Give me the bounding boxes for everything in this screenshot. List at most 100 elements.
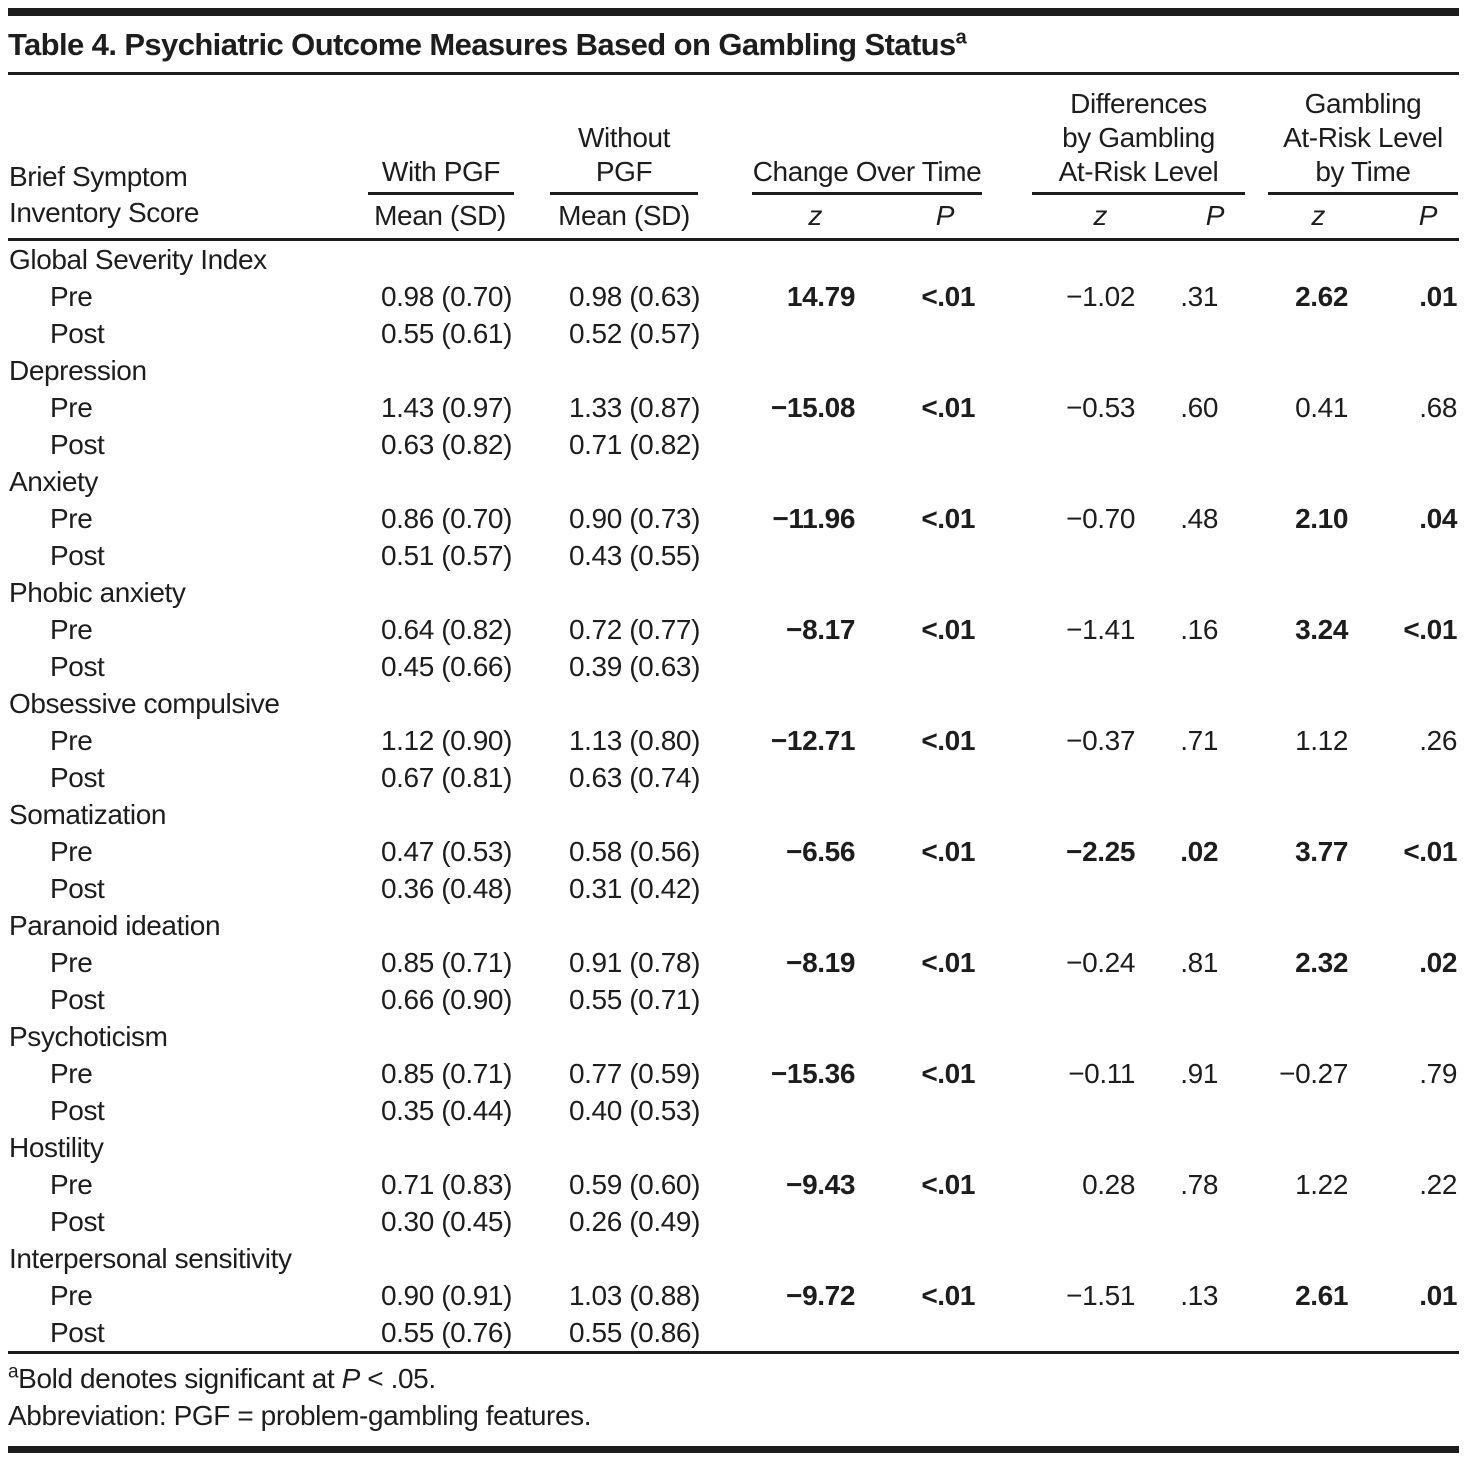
empty-cell [360,352,520,389]
col-group-gambling-at-risk-level-by-time: Gambling At-Risk Level by Time [1246,75,1459,195]
value-cell: 2.61 [1295,1280,1348,1311]
empty-cell [1352,796,1459,833]
empty-cell [1352,426,1459,463]
empty-cell [1246,1203,1352,1240]
empty-cell [520,1018,710,1055]
value-cell: .22 [1419,1169,1457,1200]
col-group-without-pgf: Without PGF [520,75,710,195]
value-cell: −8.17 [786,614,855,645]
value-cell: −0.24 [1066,947,1135,978]
row-label: Phobic anxiety [9,577,186,608]
subheader-change-p: P [935,200,955,231]
empty-cell [1246,796,1352,833]
value-cell: .81 [1180,947,1218,978]
empty-cell [860,648,982,685]
empty-cell [860,315,982,352]
value-cell: 0.55 (0.71) [568,984,700,1015]
value-cell: 1.03 (0.88) [568,1280,700,1311]
empty-cell [860,1018,982,1055]
value-cell: .60 [1180,392,1218,423]
data-row: Pre 0.85 (0.71) 0.77 (0.59) −15.36 <.01 −0.11… [8,1055,1459,1092]
empty-cell [982,315,1138,352]
value-cell: 0.91 (0.78) [568,947,700,978]
value-cell: 0.90 (0.73) [568,503,700,534]
empty-cell [360,574,520,611]
col-header-brief-symptom-inventory-score: Brief Symptom Inventory Score [9,161,200,228]
data-row: Pre 0.90 (0.91) 1.03 (0.88) −9.72 <.01 −1.51.… [8,1277,1459,1314]
value-cell: 3.77 [1295,836,1348,867]
value-cell: .01 [1419,1280,1457,1311]
value-cell: −12.71 [770,725,855,756]
data-row: Post 0.63 (0.82) 0.71 (0.82) [8,426,1459,463]
empty-cell [520,685,710,722]
row-label: Global Severity Index [9,244,267,275]
empty-cell [860,907,982,944]
value-cell: .04 [1419,503,1457,534]
empty-cell [520,1129,710,1166]
empty-cell [1352,240,1459,279]
value-cell: −11.96 [772,503,856,534]
value-cell: .48 [1180,503,1218,534]
value-cell: <.01 [921,1280,975,1311]
empty-cell [710,537,860,574]
value-cell: 1.12 [1295,725,1348,756]
value-cell: 3.24 [1295,614,1348,645]
value-cell: 1.33 (0.87) [568,392,700,423]
value-cell: 0.30 (0.45) [380,1206,512,1237]
empty-cell [710,1092,860,1129]
row-label: Post [50,429,105,460]
value-cell: 0.55 (0.86) [568,1317,700,1348]
row-label: Post [50,651,105,682]
value-cell: 0.28 [1082,1169,1135,1200]
empty-cell [1352,759,1459,796]
value-cell: −6.56 [786,836,855,867]
empty-cell [1246,870,1352,907]
value-cell: −8.19 [786,947,855,978]
empty-cell [520,574,710,611]
empty-cell [710,1203,860,1240]
value-cell: 0.63 (0.74) [568,762,700,793]
row-label: Pre [50,1280,93,1311]
empty-cell [1352,352,1459,389]
value-cell: .13 [1180,1280,1218,1311]
footnote-abbreviation: Abbreviation: PGF = problem-gambling fea… [8,1400,592,1431]
col-group-with-pgf-label: With PGF [368,155,514,195]
row-label: Pre [50,614,93,645]
empty-cell [520,240,710,279]
subheader-change-z: z [808,200,822,231]
title-block: Table 4. Psychiatric Outcome Measures Ba… [8,16,1459,75]
value-cell: .26 [1419,725,1457,756]
row-label: Pre [50,1058,93,1089]
empty-cell [1138,1129,1246,1166]
empty-cell [360,685,520,722]
empty-cell [982,981,1138,1018]
empty-cell [710,240,860,279]
empty-cell [860,685,982,722]
value-cell: −1.51 [1066,1280,1135,1311]
empty-cell [1138,1240,1246,1277]
value-cell: 0.66 (0.90) [380,984,512,1015]
col-group-without-pgf-label: Without PGF [550,121,698,195]
value-cell: 0.39 (0.63) [568,651,700,682]
empty-cell [1246,537,1352,574]
row-label: Post [50,1095,105,1126]
data-row: Pre 0.47 (0.53) 0.58 (0.56) −6.56 <.01 −2.25.… [8,833,1459,870]
empty-cell [520,907,710,944]
empty-cell [1246,1018,1352,1055]
value-cell: 0.64 (0.82) [380,614,512,645]
empty-cell [1246,907,1352,944]
subheader-differences-z: z [1093,200,1107,231]
empty-cell [1352,537,1459,574]
data-row: Post 0.66 (0.90) 0.55 (0.71) [8,981,1459,1018]
value-cell: 0.31 (0.42) [568,873,700,904]
row-label: Obsessive compulsive [9,688,280,719]
empty-cell [710,315,860,352]
col-group-differences-by-gambling-at-risk-level: Differences by Gambling At-Risk Level [982,75,1246,195]
table-title-text: Table 4. Psychiatric Outcome Measures Ba… [8,27,956,62]
row-label: Pre [50,392,93,423]
empty-cell [1138,426,1246,463]
value-cell: .31 [1180,281,1218,312]
row-label: Post [50,762,105,793]
data-row: Pre 0.85 (0.71) 0.91 (0.78) −8.19 <.01 −0.24.… [8,944,1459,981]
